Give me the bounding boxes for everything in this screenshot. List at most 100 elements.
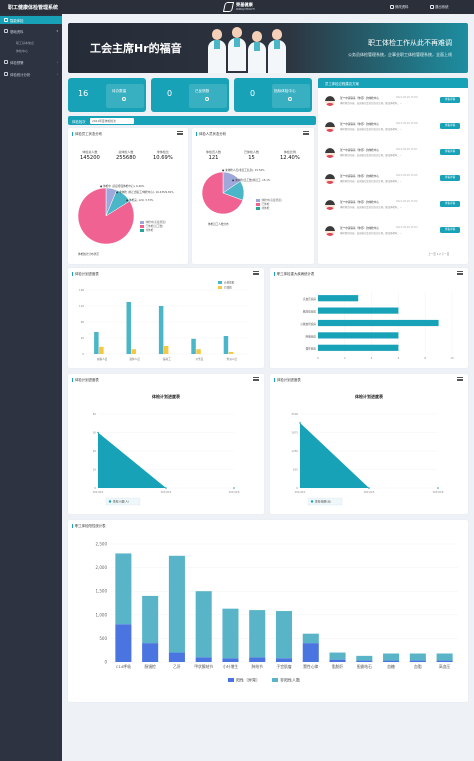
metric: 体检总人数 145200 bbox=[80, 150, 100, 161]
legend-box bbox=[307, 497, 343, 506]
view-detail-button[interactable]: 查看详情 bbox=[440, 201, 460, 207]
card-area-amount: 体检计划进度表 体检计划进度表 0 625 1250 1875 2500 2021/6/2 2… bbox=[270, 374, 468, 514]
card-foot: 体检统计分布状况 bbox=[78, 253, 99, 256]
stat-number: 0 bbox=[250, 89, 256, 98]
sidebar-item-label: 体检预警 bbox=[10, 61, 24, 66]
suggestion-title: 张**中请联系（你邦）的体检中心 bbox=[340, 175, 379, 178]
y-tick-label: 40 bbox=[81, 336, 85, 340]
pie-legend: 体检中(高度增强) 已体检 非体检 bbox=[256, 198, 282, 210]
brand-logo: 荣基健康 RONGJI HEALTH bbox=[222, 1, 274, 13]
user-icon bbox=[390, 5, 394, 9]
doctor-illustration bbox=[268, 29, 286, 73]
sidebar-subitem-center[interactable]: 体检中心 bbox=[16, 49, 29, 53]
edit-profile-button[interactable]: 修改资料 bbox=[390, 4, 409, 9]
pie-callout: ● 未体检人员(非员工信息), 15.52% bbox=[222, 169, 265, 172]
card-area-count: 体检计划进度表 体检计划进度表 0 10 20 30 40 2021/6/2 2021/6/5… bbox=[68, 374, 264, 514]
view-detail-button[interactable]: 查看详情 bbox=[440, 123, 460, 129]
pie-slice bbox=[201, 171, 244, 215]
x-tick-label: 小叶增生 bbox=[223, 664, 238, 669]
suggestion-message: 体检项目内容，自实施方案应包含关注项，建议体检时，... bbox=[340, 206, 403, 209]
pie-legend: 体检中(高度增强) 已体检(员工数) 非体检 bbox=[140, 220, 166, 232]
stat-feedback[interactable]: 0 已反馈数 bbox=[151, 78, 229, 112]
sidebar-item-smart-exam[interactable]: 智能体检 bbox=[0, 16, 62, 24]
legend-swatch bbox=[108, 500, 112, 503]
view-detail-button[interactable]: 查看详情 bbox=[440, 227, 460, 233]
data-point bbox=[233, 487, 235, 489]
x-tick-label: 公务员 bbox=[196, 357, 204, 361]
card-title: 体检计划进度表 bbox=[274, 377, 301, 382]
sidebar-item-basic-data[interactable]: 基础资料 ▾ bbox=[0, 27, 62, 35]
suggestion-item: 张**中请联系（你邦）的体检中心 2021-05-20 15:08 体检项目内容… bbox=[318, 118, 468, 141]
menu-icon[interactable] bbox=[457, 377, 463, 381]
stat-pending[interactable]: 16 待办数量 bbox=[68, 78, 146, 112]
batch-select[interactable]: 2021年度体检批次 bbox=[90, 117, 134, 124]
bar-segment bbox=[115, 624, 132, 662]
metric: 已体检人数 15 bbox=[244, 150, 260, 161]
y-tick-label: 0 bbox=[82, 352, 84, 356]
view-detail-button[interactable]: 查看详情 bbox=[440, 149, 460, 155]
bar-segment bbox=[249, 610, 266, 658]
bar bbox=[318, 307, 399, 314]
x-tick-label: 甲状腺结节 bbox=[194, 664, 213, 669]
card-title: 职工体检阳性统计表 bbox=[72, 523, 106, 528]
bar-segment bbox=[302, 633, 319, 644]
sidebar-item-statistics[interactable]: 体检统计分析 › bbox=[0, 70, 62, 78]
data-point bbox=[299, 422, 301, 424]
sidebar-item-label: 体检统计分析 bbox=[10, 73, 31, 78]
y-tick-label: 0 bbox=[104, 660, 107, 665]
logo-name: 荣基健康 bbox=[236, 2, 253, 7]
bar-segment bbox=[275, 658, 293, 662]
x-tick-label: 高血压 bbox=[439, 664, 451, 669]
suggestion-message: 体检项目内容，自实施方案应包含关注项，建议体检时，... bbox=[340, 180, 403, 183]
bar-segment bbox=[329, 659, 346, 662]
bar bbox=[163, 346, 169, 354]
doctor-illustration bbox=[208, 29, 226, 73]
x-tick-label: 2021/6/2 bbox=[93, 491, 104, 494]
view-detail-button[interactable]: 查看详情 bbox=[440, 175, 460, 181]
suggestion-date: 2021-05-20 15:04 bbox=[396, 200, 418, 203]
x-tick-label: C14呼吸 bbox=[116, 664, 131, 669]
pie-callout: ● 体检完, 120, 3.73% bbox=[126, 199, 154, 202]
menu-icon[interactable] bbox=[253, 377, 259, 381]
x-tick-label: 10 bbox=[450, 356, 454, 360]
menu-icon[interactable] bbox=[253, 271, 259, 275]
bar bbox=[196, 349, 201, 354]
suggestion-title: 张**中请联系（你邦）的体检中心 bbox=[340, 201, 379, 204]
pagination[interactable]: 上一页 1 2 下一页 bbox=[428, 253, 450, 256]
alert-icon bbox=[4, 60, 8, 64]
banner-headline: 职工体检工作从此不再难调 bbox=[368, 39, 452, 47]
y-tick-label: 1875 bbox=[291, 431, 298, 435]
doctor-illustration bbox=[228, 27, 246, 71]
view-detail-button[interactable]: 查看详情 bbox=[440, 97, 460, 103]
bar bbox=[158, 306, 164, 354]
menu-icon[interactable] bbox=[457, 271, 463, 275]
pie-chart-staff bbox=[77, 187, 135, 245]
bar bbox=[318, 344, 399, 351]
stat-center[interactable]: 0 指标体检中心 bbox=[234, 78, 312, 112]
suggestion-item: 张**中请联系（你邦）的体检中心 2021-05-20 15:04 体检项目内容… bbox=[318, 196, 468, 219]
area-fill bbox=[98, 432, 234, 488]
stat-label: 指标体检中心 bbox=[274, 89, 296, 93]
center-icon bbox=[288, 97, 292, 101]
sidebar-subitem-staff[interactable]: 职工基本信息 bbox=[16, 41, 35, 45]
menu-icon[interactable] bbox=[177, 131, 183, 135]
metric: 体检比例 12.40% bbox=[280, 150, 300, 161]
chart-icon bbox=[4, 72, 8, 76]
x-tick-label: 在职人员 bbox=[97, 357, 108, 361]
x-tick-label: 4 bbox=[371, 356, 373, 360]
suggestion-title: 张**中请联系（你邦）的体检中心 bbox=[340, 227, 379, 230]
sidebar-item-alert[interactable]: 体检预警 › bbox=[0, 58, 62, 66]
avatar bbox=[325, 226, 335, 236]
bar bbox=[318, 319, 439, 327]
bar-segment bbox=[302, 643, 319, 662]
logout-button[interactable]: 退出系统 bbox=[430, 4, 449, 9]
y-tick-label: 2,000 bbox=[96, 565, 108, 570]
data-point bbox=[165, 487, 167, 489]
menu-icon[interactable] bbox=[303, 131, 309, 135]
card-title: 体检计划进度表 bbox=[72, 271, 99, 276]
x-tick-label: 临时工 bbox=[163, 357, 171, 361]
legend-label: 已体检 bbox=[224, 286, 232, 290]
avatar bbox=[325, 122, 335, 132]
chevron-right-icon: › bbox=[56, 71, 58, 76]
y-tick-label: 20 bbox=[93, 449, 97, 453]
